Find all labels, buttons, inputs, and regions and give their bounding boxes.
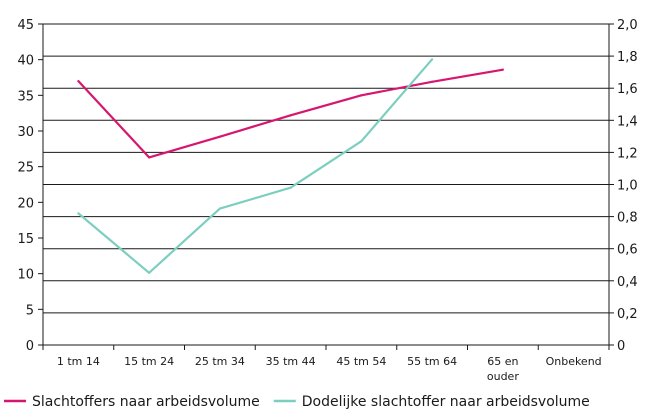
right-tick-label: 0,2 — [617, 307, 638, 322]
left-tick-label: 5 — [26, 303, 34, 318]
x-tick-label: 55 tm 64 — [407, 355, 457, 368]
right-tick-label: 0,4 — [617, 275, 638, 290]
left-axis-ticks: 0 5 10 15 20 25 30 35 40 45 — [17, 18, 43, 354]
x-tick-label: 65 en ouder — [487, 355, 519, 383]
x-tick-label: 35 tm 44 — [266, 355, 316, 368]
right-tick-label: 0,8 — [617, 211, 638, 226]
left-tick-label: 20 — [17, 196, 34, 211]
data-point — [360, 140, 363, 143]
data-point — [218, 207, 221, 210]
left-tick-label: 10 — [17, 268, 34, 283]
legend-label: Dodelijke slachtoffer naar arbeidsvolume — [302, 394, 590, 410]
data-point — [431, 80, 434, 83]
x-tick-label: 45 tm 54 — [336, 355, 386, 368]
left-tick-label: 30 — [17, 125, 34, 140]
data-point — [431, 58, 434, 61]
x-tick-label: 1 tm 14 — [57, 355, 100, 368]
data-point — [77, 79, 80, 83]
left-tick-label: 35 — [17, 89, 34, 104]
right-tick-label: 0,6 — [617, 243, 638, 258]
data-point — [77, 212, 80, 215]
x-tick-label: 15 tm 24 — [124, 355, 174, 368]
right-tick-label: 1,6 — [617, 82, 638, 97]
series-lines — [77, 58, 504, 274]
data-point — [148, 271, 151, 274]
data-point — [501, 68, 504, 71]
left-tick-label: 0 — [26, 339, 34, 354]
x-tick-label: Onbekend — [546, 355, 602, 368]
right-tick-label: 1,0 — [617, 179, 638, 194]
right-tick-label: 1,2 — [617, 146, 638, 161]
left-tick-label: 45 — [17, 18, 34, 33]
x-axis-ticks: 1 tm 14 15 tm 24 25 tm 34 35 tm 44 45 tm 54 5… — [42, 345, 610, 383]
left-tick-label: 15 — [17, 232, 34, 247]
right-tick-label: 1,8 — [617, 50, 638, 65]
right-axis-ticks: 0 0,2 0,4 0,6 0,8 1,0 1,2 1,4 1,6 1,8 2,0 — [609, 18, 638, 354]
data-point — [289, 186, 292, 189]
data-point — [289, 114, 292, 117]
legend-label: Slachtoffers naar arbeidsvolume — [32, 394, 260, 410]
series-line — [77, 58, 433, 274]
data-point — [148, 156, 151, 159]
left-tick-label: 25 — [17, 161, 34, 176]
gridlines — [43, 23, 609, 314]
data-point — [360, 94, 363, 97]
data-point — [218, 135, 221, 138]
left-tick-label: 40 — [17, 54, 34, 69]
right-tick-label: 0 — [617, 339, 625, 354]
right-tick-label: 2,0 — [617, 18, 638, 33]
series-line — [77, 68, 504, 159]
legend: Slachtoffers naar arbeidsvolume Dodelijke… — [4, 394, 590, 410]
right-tick-label: 1,4 — [617, 114, 638, 129]
x-tick-label: 25 tm 34 — [195, 355, 245, 368]
